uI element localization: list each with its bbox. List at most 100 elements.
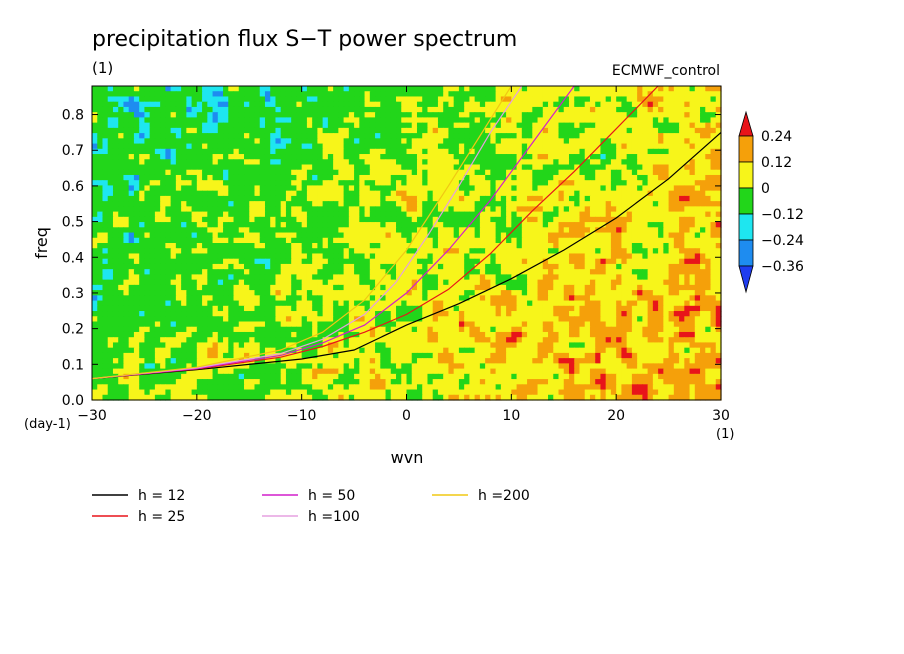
field-cell	[574, 180, 581, 187]
field-cell	[107, 237, 114, 244]
field-cell	[516, 284, 523, 291]
field-cell	[191, 117, 198, 124]
field-cell	[390, 174, 397, 181]
field-cell	[259, 96, 266, 103]
field-cell	[254, 117, 261, 124]
field-cell	[359, 243, 366, 249]
field-cell	[369, 169, 376, 176]
field-cell	[354, 295, 360, 302]
field-cell	[390, 112, 397, 118]
field-cell	[264, 284, 271, 291]
field-cell	[233, 148, 240, 155]
field-cell	[406, 227, 413, 234]
field-cell	[542, 138, 549, 145]
field-cell	[610, 211, 617, 218]
field-cell	[700, 185, 706, 192]
field-cell	[584, 169, 591, 176]
field-cell	[291, 269, 298, 275]
field-cell	[558, 274, 565, 281]
field-cell	[490, 206, 497, 213]
field-cell	[527, 159, 533, 166]
field-cell	[97, 232, 104, 239]
field-cell	[595, 180, 602, 187]
field-cell	[584, 279, 591, 286]
field-cell	[327, 253, 334, 260]
field-cell	[312, 258, 318, 265]
field-cell	[469, 148, 476, 155]
field-cell	[401, 201, 408, 207]
field-cell	[212, 154, 219, 160]
field-cell	[589, 159, 596, 166]
field-cell	[432, 127, 439, 134]
field-cell	[527, 263, 533, 270]
field-cell	[406, 253, 413, 260]
field-cell	[684, 237, 691, 244]
field-cell	[254, 185, 261, 192]
field-cell	[280, 258, 287, 265]
field-cell	[364, 237, 371, 244]
field-cell	[663, 211, 670, 218]
field-cell	[154, 174, 161, 181]
field-cell	[553, 127, 560, 134]
field-cell	[527, 169, 533, 176]
field-cell	[563, 190, 570, 197]
field-cell	[364, 243, 371, 249]
field-cell	[191, 91, 198, 98]
field-cell	[160, 154, 166, 160]
field-cell	[238, 227, 245, 234]
field-cell	[92, 201, 98, 207]
field-cell	[385, 201, 392, 207]
field-cell	[532, 96, 539, 103]
field-cell	[369, 112, 376, 118]
field-cell	[343, 295, 350, 302]
field-cell	[154, 127, 161, 134]
field-cell	[181, 169, 187, 176]
field-cell	[244, 300, 250, 307]
field-cell	[652, 164, 659, 171]
field-cell	[264, 91, 271, 98]
field-cell	[589, 127, 596, 134]
field-cell	[694, 279, 701, 286]
field-cell	[270, 133, 277, 139]
field-cell	[715, 279, 722, 286]
field-cell	[610, 106, 617, 113]
field-cell	[343, 133, 350, 139]
field-cell	[626, 243, 633, 249]
field-cell	[223, 138, 229, 145]
field-cell	[223, 206, 229, 213]
field-cell	[637, 248, 643, 255]
field-cell	[338, 253, 345, 260]
field-cell	[710, 269, 717, 275]
field-cell	[191, 96, 198, 103]
field-cell	[647, 232, 654, 239]
field-cell	[160, 133, 166, 139]
field-cell	[228, 133, 235, 139]
field-cell	[700, 112, 706, 118]
field-cell	[354, 91, 360, 98]
field-cell	[584, 201, 591, 207]
field-cell	[427, 96, 434, 103]
field-cell	[254, 274, 261, 281]
field-cell	[647, 190, 654, 197]
field-cell	[647, 180, 654, 187]
field-cell	[322, 159, 329, 166]
field-cell	[595, 274, 602, 281]
field-cell	[448, 180, 455, 187]
field-cell	[380, 195, 387, 202]
field-cell	[511, 216, 518, 223]
field-cell	[228, 300, 235, 307]
field-cell	[605, 253, 612, 260]
field-cell	[684, 86, 691, 92]
field-cell	[202, 211, 208, 218]
field-cell	[390, 232, 397, 239]
field-cell	[705, 148, 712, 155]
field-cell	[175, 222, 182, 228]
field-cell	[684, 154, 691, 160]
field-cell	[411, 274, 418, 281]
field-cell	[511, 180, 518, 187]
field-cell	[354, 86, 360, 92]
field-cell	[548, 154, 554, 160]
field-cell	[684, 133, 691, 139]
field-cell	[700, 174, 706, 181]
field-cell	[280, 143, 287, 150]
